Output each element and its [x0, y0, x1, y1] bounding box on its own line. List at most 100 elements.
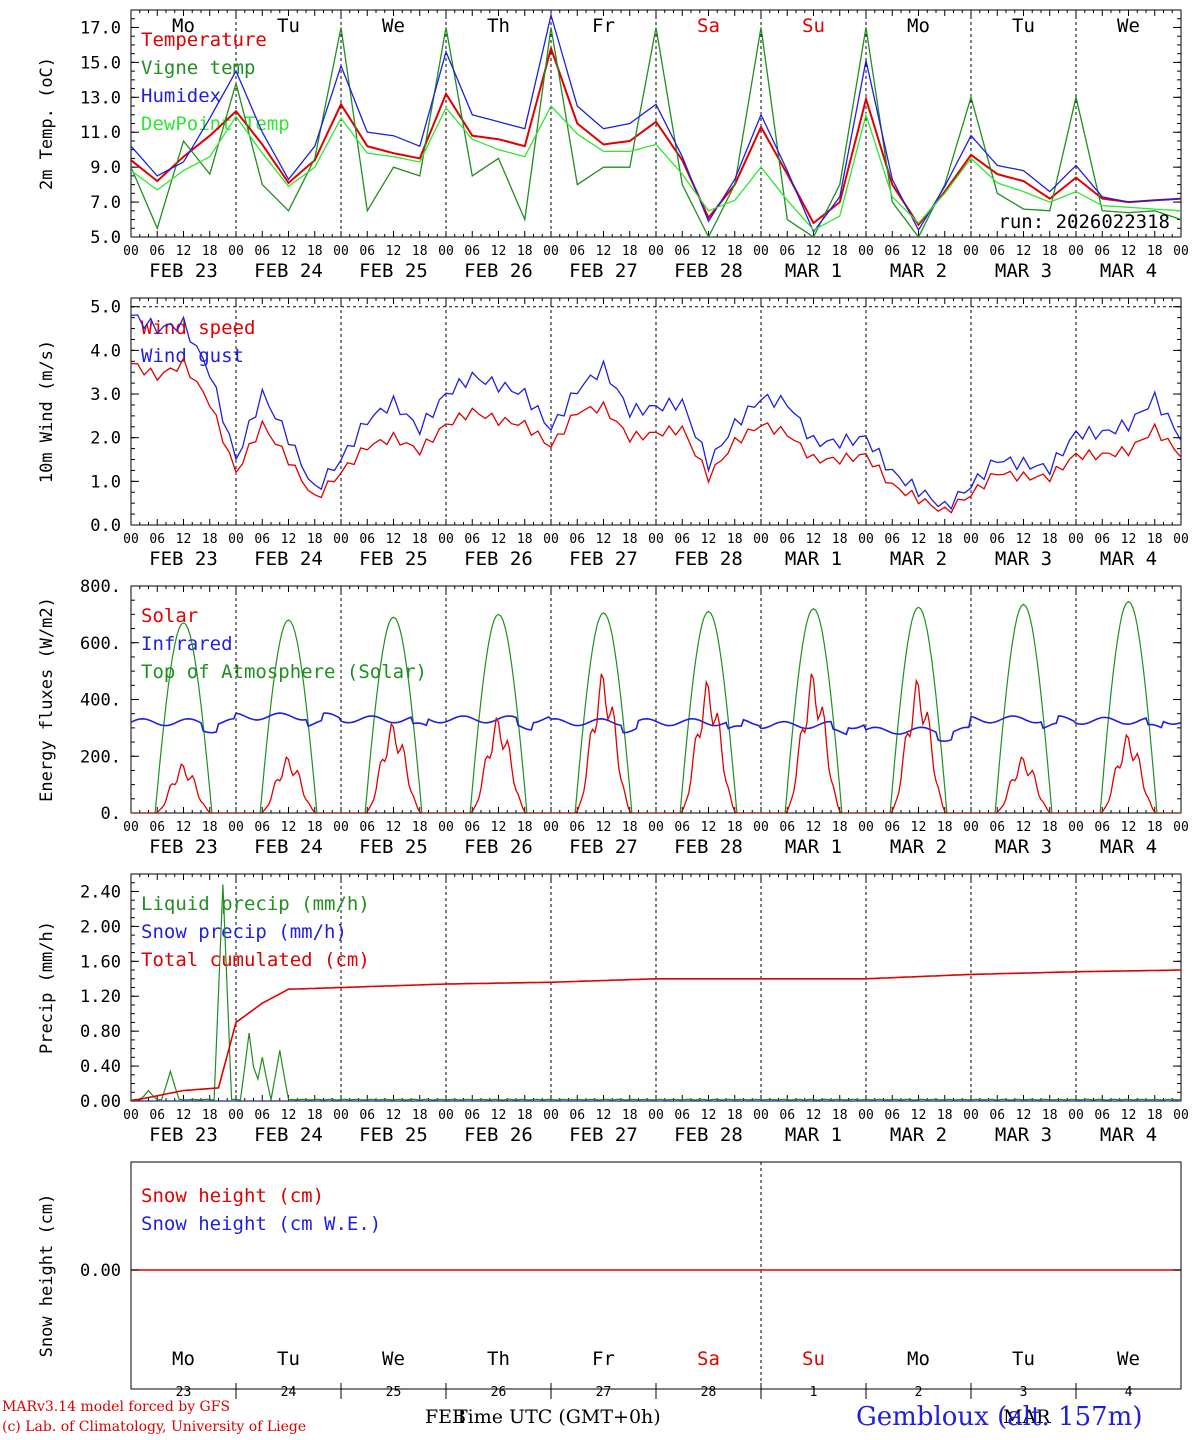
date-label: MAR 1	[785, 836, 842, 858]
date-label: FEB 28	[674, 260, 743, 282]
hour-tick-label: 18	[832, 532, 848, 547]
hour-tick-label: 12	[911, 532, 927, 547]
hour-tick-label: 06	[989, 1108, 1005, 1123]
hour-tick-label: 06	[464, 244, 480, 259]
day-abbr: Mo	[172, 15, 195, 37]
hour-tick-label: 12	[1016, 1108, 1032, 1123]
hour-tick-label: 12	[1121, 1108, 1137, 1123]
date-label: MAR 2	[890, 1124, 947, 1146]
day-abbr: Mo	[907, 1348, 930, 1370]
hour-tick-label: 06	[989, 820, 1005, 835]
day-abbr: We	[1117, 15, 1140, 37]
station-name: Gembloux (alt. 157m)	[856, 1402, 1143, 1432]
series-wind-gust	[131, 314, 1181, 511]
hour-tick-label: 06	[254, 532, 270, 547]
hour-tick-label: 18	[412, 532, 428, 547]
y-axis-label: 2m Temp. (oC)	[37, 57, 57, 190]
day-abbr: Su	[802, 15, 825, 37]
date-label: FEB 23	[149, 836, 218, 858]
legend-snow-height-cm-: Snow height (cm)	[141, 1185, 324, 1207]
series-temperature	[131, 45, 1181, 227]
hour-tick-label: 12	[386, 532, 402, 547]
day-abbr: Th	[487, 1348, 510, 1370]
legend-snow-precip-mm-h-: Snow precip (mm/h)	[141, 921, 347, 943]
hour-tick-label: 00	[438, 532, 454, 547]
legend-total-cumulated-cm-: Total cumulated (cm)	[141, 949, 370, 971]
hour-tick-label: 06	[884, 1108, 900, 1123]
y-tick-label: 1.20	[80, 987, 121, 1007]
y-tick-label: 2.0	[90, 429, 121, 449]
date-label: FEB 25	[359, 1124, 428, 1146]
hour-tick-label: 00	[963, 1108, 979, 1123]
day-abbr: Su	[802, 1348, 825, 1370]
day-abbr: Sa	[697, 1348, 720, 1370]
hour-tick-label: 06	[464, 532, 480, 547]
hour-tick-label: 00	[438, 820, 454, 835]
y-tick-label: 11.0	[80, 123, 121, 143]
series-liquid-precip	[131, 884, 1181, 1101]
date-label: FEB 28	[674, 836, 743, 858]
day-abbr: Tu	[1012, 15, 1035, 37]
date-label: FEB 25	[359, 836, 428, 858]
day-number: 23	[176, 1385, 192, 1400]
hour-tick-label: 06	[779, 1108, 795, 1123]
hour-tick-label: 06	[1094, 1108, 1110, 1123]
credit-line-2: (c) Lab. of Climatology, University of L…	[2, 1419, 307, 1435]
y-axis-label: Energy fluxes (W/m2)	[37, 597, 57, 802]
series-solar	[131, 673, 1181, 813]
date-label: FEB 24	[254, 260, 323, 282]
hour-tick-label: 18	[937, 244, 953, 259]
y-tick-label: 2.40	[80, 882, 121, 902]
hour-tick-label: 00	[333, 532, 349, 547]
date-label: FEB 26	[464, 836, 533, 858]
hour-tick-label: 00	[648, 244, 664, 259]
date-label: MAR 2	[890, 260, 947, 282]
day-number: 28	[701, 1385, 717, 1400]
y-tick-label: 200.	[80, 747, 121, 767]
hour-tick-label: 06	[359, 1108, 375, 1123]
hour-tick-label: 12	[386, 820, 402, 835]
hour-tick-label: 12	[176, 244, 192, 259]
hour-tick-label: 18	[832, 820, 848, 835]
hour-tick-label: 00	[963, 532, 979, 547]
hour-tick-label: 06	[149, 244, 165, 259]
hour-tick-label: 18	[622, 532, 638, 547]
hour-tick-label: 06	[1094, 532, 1110, 547]
y-tick-label: 0.40	[80, 1057, 121, 1077]
day-abbr: Fr	[592, 1348, 615, 1370]
hour-tick-label: 12	[806, 244, 822, 259]
hour-tick-label: 00	[753, 532, 769, 547]
y-tick-label: 0.80	[80, 1022, 121, 1042]
hour-tick-label: 00	[123, 1108, 139, 1123]
hour-tick-label: 18	[1042, 532, 1058, 547]
hour-tick-label: 06	[149, 820, 165, 835]
hour-tick-label: 00	[438, 244, 454, 259]
hour-tick-label: 18	[517, 244, 533, 259]
y-tick-label: 0.0	[90, 516, 121, 536]
hour-tick-label: 06	[1094, 820, 1110, 835]
hour-tick-label: 06	[254, 1108, 270, 1123]
day-abbr: We	[382, 1348, 405, 1370]
hour-tick-label: 18	[727, 244, 743, 259]
legend-dewpoint-temp: DewPoint Temp	[141, 113, 290, 135]
y-tick-label: 400.	[80, 691, 121, 711]
hour-tick-label: 06	[674, 244, 690, 259]
hour-tick-label: 06	[779, 820, 795, 835]
hour-tick-label: 18	[622, 1108, 638, 1123]
date-label: FEB 26	[464, 548, 533, 570]
hour-tick-label: 06	[149, 532, 165, 547]
hour-tick-label: 18	[1147, 532, 1163, 547]
legend-wind-gust: Wind gust	[141, 345, 244, 367]
day-abbr: We	[382, 15, 405, 37]
hour-tick-label: 06	[359, 820, 375, 835]
day-number: 25	[386, 1385, 402, 1400]
hour-tick-label: 12	[386, 1108, 402, 1123]
day-number: 27	[596, 1385, 612, 1400]
hour-tick-label: 18	[832, 244, 848, 259]
hour-tick-label: 12	[596, 532, 612, 547]
date-label: FEB 27	[569, 836, 638, 858]
day-abbr: Tu	[277, 1348, 300, 1370]
hour-tick-label: 18	[307, 244, 323, 259]
hour-tick-label: 00	[1068, 820, 1084, 835]
hour-tick-label: 00	[123, 820, 139, 835]
